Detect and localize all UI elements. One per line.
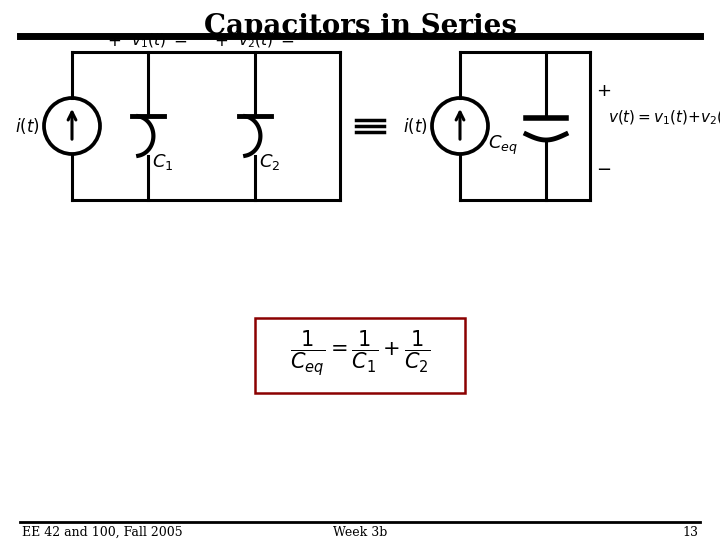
Text: $\dfrac{1}{C_{eq}} = \dfrac{1}{C_1} + \dfrac{1}{C_2}$: $\dfrac{1}{C_{eq}} = \dfrac{1}{C_1} + \d… xyxy=(289,328,431,377)
Text: Week 3b: Week 3b xyxy=(333,526,387,539)
Bar xyxy=(255,318,465,393)
Text: $i(t)$: $i(t)$ xyxy=(15,116,40,136)
Text: $C_1$: $C_1$ xyxy=(152,152,174,172)
Text: Capacitors in Series: Capacitors in Series xyxy=(204,13,516,40)
Text: $i(t)$: $i(t)$ xyxy=(403,116,428,136)
Text: $v_2(t)$: $v_2(t)$ xyxy=(238,32,272,50)
Text: $v_1(t)$: $v_1(t)$ xyxy=(130,32,166,50)
Text: 13: 13 xyxy=(682,526,698,539)
Text: $C_{eq}$: $C_{eq}$ xyxy=(488,134,518,157)
Text: $-$: $-$ xyxy=(596,159,611,177)
Text: $-$: $-$ xyxy=(173,33,187,50)
Text: EE 42 and 100, Fall 2005: EE 42 and 100, Fall 2005 xyxy=(22,526,183,539)
Text: $+$: $+$ xyxy=(596,82,611,100)
Text: $C_2$: $C_2$ xyxy=(259,152,280,172)
Text: $+$: $+$ xyxy=(107,33,121,50)
Text: $v(t){=}v_1(t){+}v_2(t)$: $v(t){=}v_1(t){+}v_2(t)$ xyxy=(608,109,720,127)
Text: $-$: $-$ xyxy=(280,33,294,50)
Text: $+$: $+$ xyxy=(214,33,228,50)
